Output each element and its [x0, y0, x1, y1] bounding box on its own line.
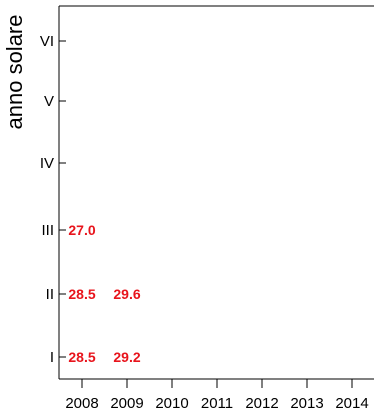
x-axis: 2008 2009 2010 2011 2012 2013 2014 [65, 379, 369, 412]
data-label-2008-I: 28.5 [68, 349, 95, 365]
x-tick-label-2011: 2011 [201, 395, 233, 412]
y-tick-label-V: V [44, 93, 54, 110]
x-tick-label-2009: 2009 [110, 395, 143, 412]
y-tick-label-VI: VI [40, 33, 54, 50]
y-tick-label-II: II [46, 286, 54, 303]
data-label-2008-III: 27.0 [68, 222, 95, 238]
x-tick-label-2013: 2013 [290, 395, 323, 412]
data-label-2009-I: 29.2 [113, 349, 140, 365]
x-tick-label-2012: 2012 [245, 395, 278, 412]
y-tick-label-III: III [41, 222, 54, 239]
x-tick-label-2010: 2010 [155, 395, 188, 412]
y-tick-label-I: I [50, 349, 54, 366]
data-label-2009-II: 29.6 [113, 286, 140, 302]
x-tick-label-2008: 2008 [65, 395, 98, 412]
data-label-2008-II: 28.5 [68, 286, 95, 302]
plot-frame [58, 5, 374, 380]
data-labels: 28.5 29.2 28.5 29.6 27.0 [68, 222, 140, 365]
y-tick-label-IV: IV [40, 155, 54, 172]
y-axis-title: anno solare [2, 15, 27, 130]
x-tick-label-2014: 2014 [335, 395, 368, 412]
